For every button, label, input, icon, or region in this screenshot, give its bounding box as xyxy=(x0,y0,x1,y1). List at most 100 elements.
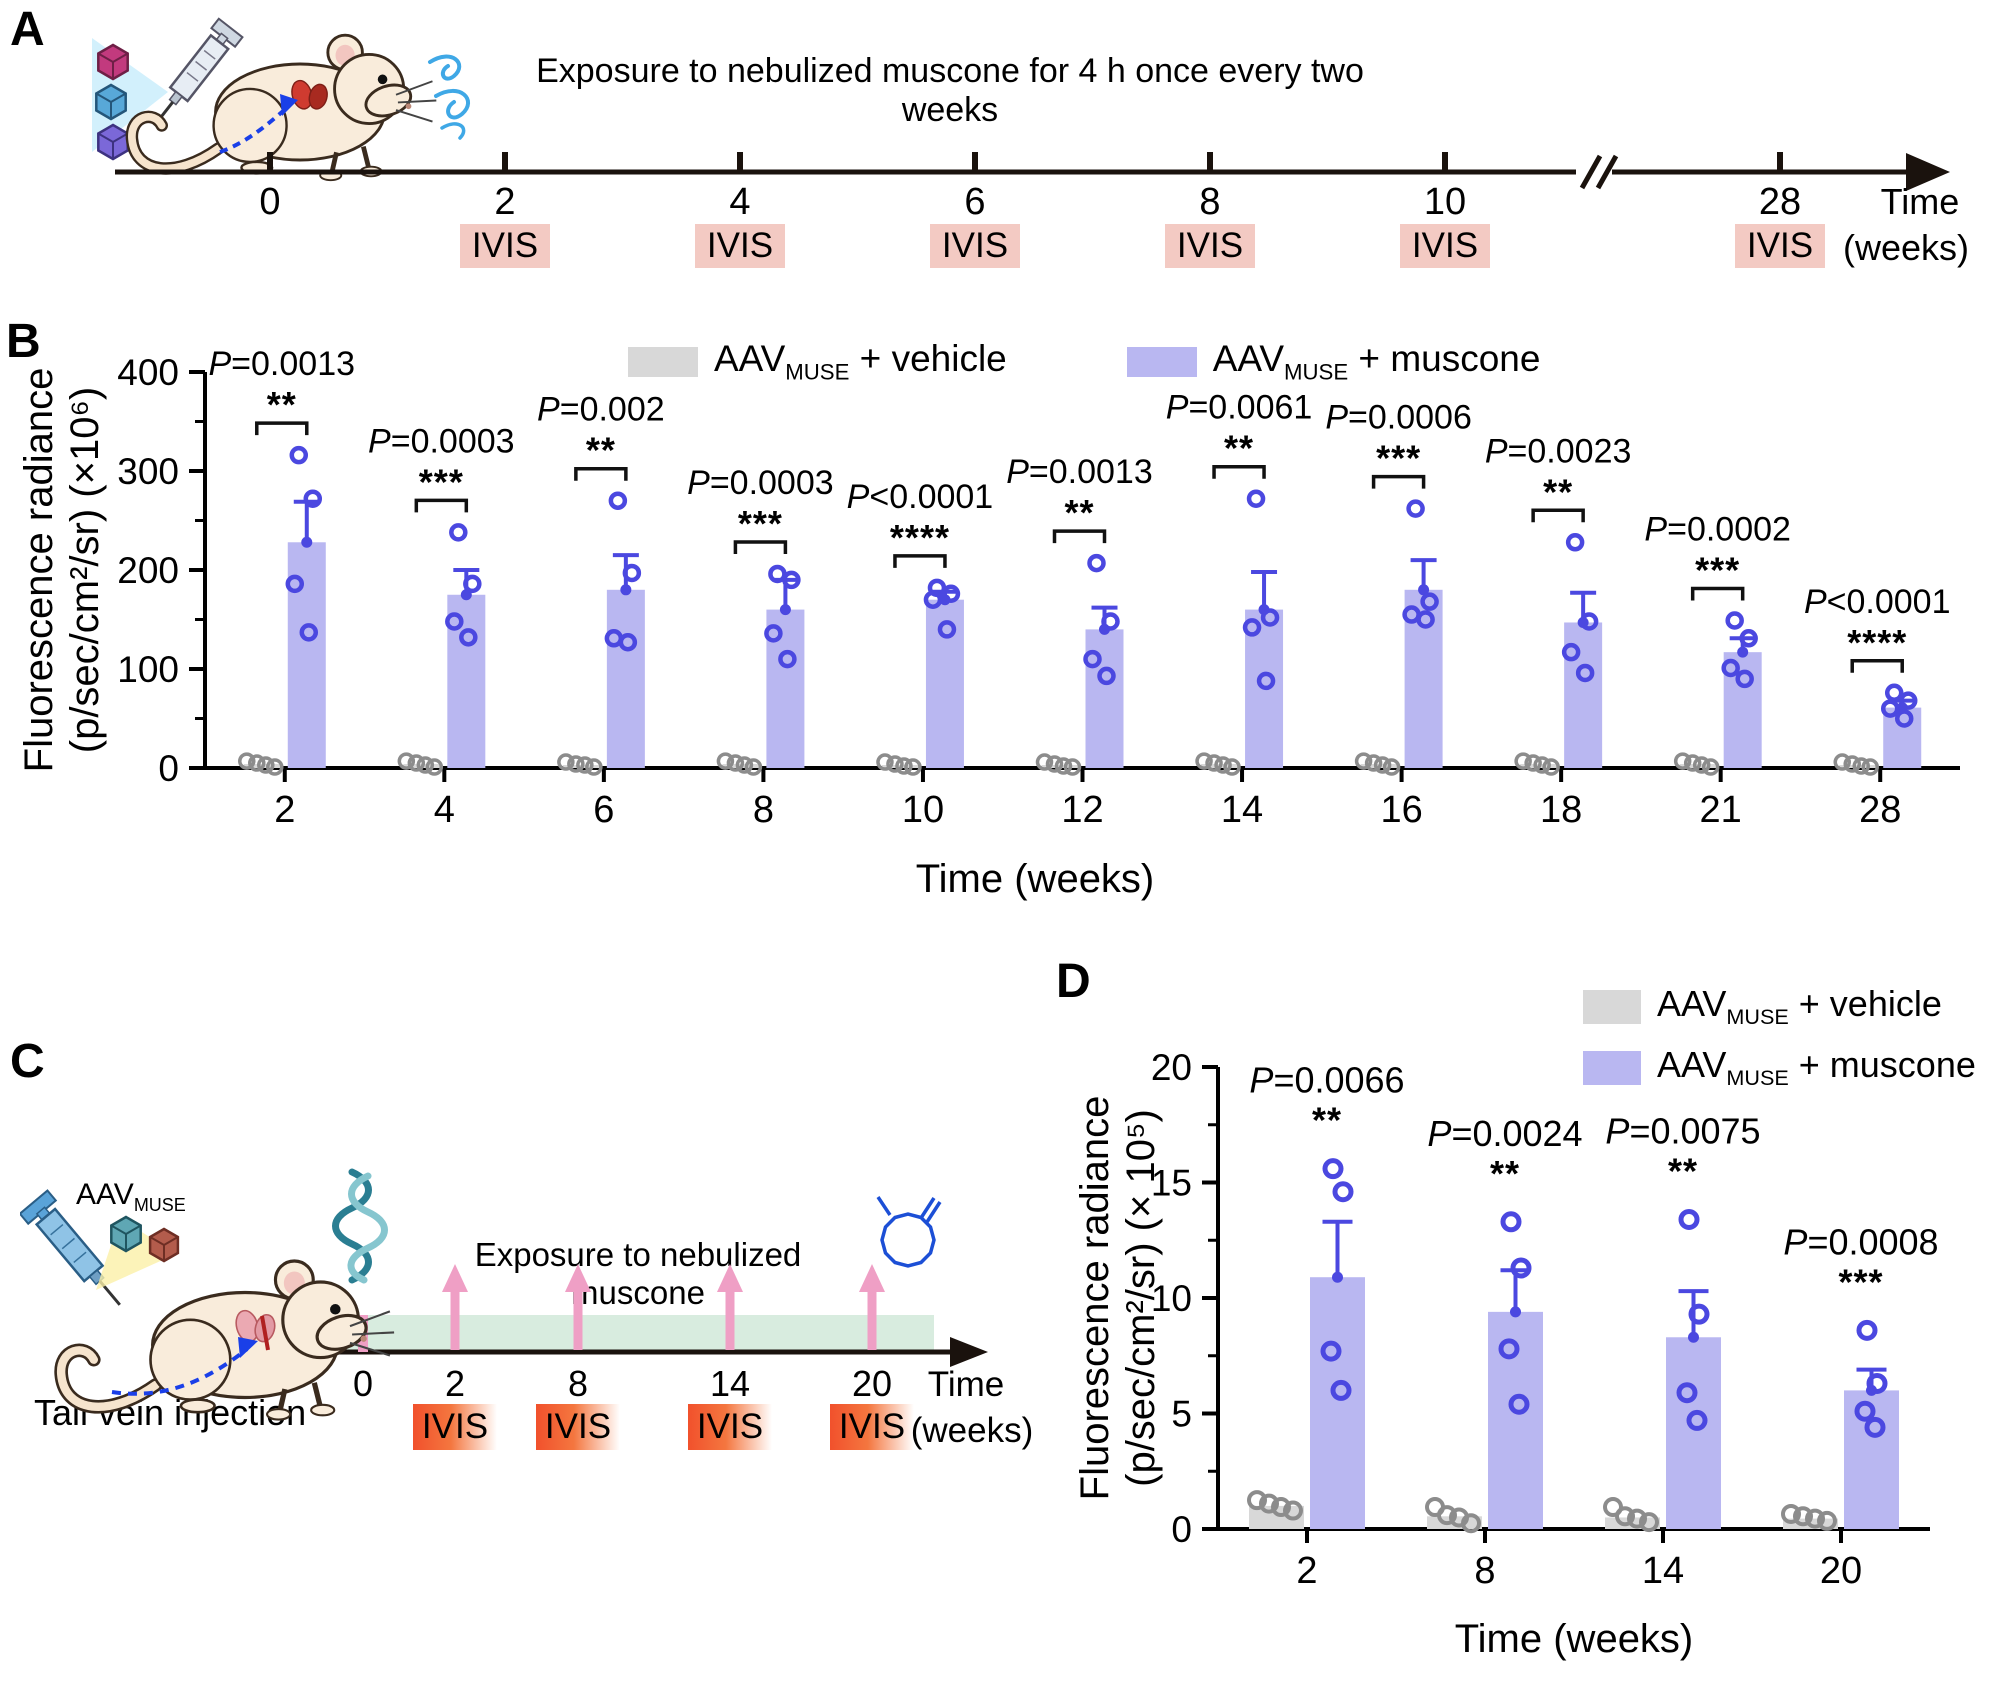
data-point-vehicle xyxy=(1214,756,1232,774)
panel-b-chart: 0 100 200 300 400 Fluorescence radiance (p/sec… xyxy=(17,345,1960,901)
muscone-ketone-bond xyxy=(925,1201,942,1223)
data-point-muscone xyxy=(1510,1257,1532,1279)
ivis-badge-label: IVIS xyxy=(1412,226,1478,265)
muscone-exposure-arrowhead xyxy=(859,1264,885,1292)
mouse-whisker xyxy=(349,1341,391,1357)
mean-marker xyxy=(1688,1331,1699,1343)
helix-icon xyxy=(347,1172,388,1284)
data-point-vehicle xyxy=(407,754,426,772)
syringe-barrel xyxy=(168,33,230,103)
x-tick-label: 8 xyxy=(1474,1550,1495,1592)
x-tick-label: 16 xyxy=(1380,789,1422,831)
data-point-vehicle xyxy=(1195,752,1213,770)
x-tick-label: 21 xyxy=(1700,789,1742,831)
legend-label-muscone: AAVMUSE + muscone xyxy=(1212,338,1541,385)
significance-stars: ** xyxy=(1490,1153,1520,1194)
data-point-vehicle xyxy=(1205,754,1223,772)
timeline-tick-label: 2 xyxy=(494,181,515,223)
data-point-vehicle xyxy=(904,758,922,776)
data-point-muscone xyxy=(449,523,468,542)
syringe-icon xyxy=(153,17,244,127)
significance-stars: *** xyxy=(1376,438,1421,479)
panel-d-label: D xyxy=(1056,955,1091,1008)
data-point-muscone xyxy=(1880,699,1900,718)
ivis-badge xyxy=(688,1404,772,1450)
breath-swirl-icon xyxy=(428,54,462,81)
data-point-vehicle xyxy=(1639,1512,1659,1533)
x-tick-label: 2 xyxy=(1296,1550,1317,1592)
mean-marker xyxy=(301,536,313,548)
data-point-muscone xyxy=(299,623,319,642)
significance-stars: **** xyxy=(1847,622,1907,663)
line xyxy=(73,1251,87,1264)
significance-stars: ** xyxy=(1668,1150,1698,1191)
data-point-muscone xyxy=(1420,592,1439,611)
mouse-leg xyxy=(311,1382,324,1409)
data-point-muscone xyxy=(608,491,628,510)
line xyxy=(203,49,216,60)
y-tick-label: 20 xyxy=(1151,1047,1192,1088)
x-tick-label: 14 xyxy=(1642,1550,1684,1592)
mouse-illustration xyxy=(54,1259,395,1421)
mouse-eye xyxy=(330,1304,341,1315)
muscone-methyl-bond xyxy=(876,1196,892,1216)
data-point-muscone xyxy=(285,574,305,594)
data-point-vehicle xyxy=(1673,752,1692,770)
data-point-muscone xyxy=(941,584,961,604)
aav-facet xyxy=(125,1224,142,1235)
time-axis-label: Time xyxy=(1881,181,1960,222)
y-axis-label: (p/sec/cm²/sr) (× 10⁵) xyxy=(1119,1109,1163,1487)
data-point-vehicle xyxy=(1054,757,1073,775)
significance-stars: *** xyxy=(419,461,464,502)
data-point-muscone xyxy=(1735,669,1754,689)
data-point-vehicle xyxy=(1603,1497,1623,1518)
y-tick-label: 200 xyxy=(117,550,179,591)
ivis-badge xyxy=(695,224,785,268)
p-value-label: P=0.0002 xyxy=(1644,510,1791,548)
data-point-muscone xyxy=(1083,649,1102,669)
mouse-illustration xyxy=(125,33,437,182)
p-value-label: P=0.0013 xyxy=(1006,453,1153,491)
data-point-vehicle xyxy=(248,754,266,772)
data-point-muscone xyxy=(1894,709,1914,728)
p-value-label: P=0.0023 xyxy=(1485,432,1632,470)
bar-muscone xyxy=(1723,652,1762,768)
significance-bracket xyxy=(414,498,469,513)
data-point-muscone xyxy=(1898,691,1918,710)
x-tick-label: 20 xyxy=(1820,1550,1862,1592)
lung-injection-mark xyxy=(260,1315,270,1351)
data-point-vehicle xyxy=(716,752,735,770)
panel-d-legend: AAVMUSE + vehicle AAVMUSE + muscone xyxy=(1583,983,1976,1091)
bar-muscone xyxy=(925,599,964,768)
mouse-foot xyxy=(179,1398,216,1414)
y-tick-label: 10 xyxy=(1151,1278,1192,1319)
panel-a-label: A xyxy=(10,3,45,56)
aav-particle-icon-blue xyxy=(95,83,127,121)
data-point-muscone xyxy=(459,628,478,647)
helix-icon xyxy=(332,1168,372,1284)
mean-marker xyxy=(1510,1306,1521,1318)
aav-particle-icon-pink xyxy=(97,43,129,81)
p-value-label: P<0.0001 xyxy=(1804,583,1951,621)
p-value-label: P=0.0024 xyxy=(1427,1113,1582,1154)
bar-muscone xyxy=(1310,1277,1365,1529)
data-point-muscone xyxy=(1739,629,1758,648)
significance-bracket xyxy=(733,540,788,554)
y-axis-label: Fluorescence radiance xyxy=(17,368,61,773)
significance-stars: *** xyxy=(1695,549,1740,590)
ivis-badge xyxy=(460,224,550,268)
mouse-foot xyxy=(310,1403,336,1417)
timeline-tick-label: 6 xyxy=(964,181,985,223)
legend-swatch-muscone xyxy=(1126,346,1197,377)
x-tick-label: 28 xyxy=(1859,789,1901,831)
significance-bracket xyxy=(255,421,309,436)
ivis-badge xyxy=(1735,224,1825,268)
ivis-badge-label: IVIS xyxy=(472,226,538,265)
legend-label-vehicle: AAVMUSE + vehicle xyxy=(1657,983,1942,1030)
data-point-vehicle xyxy=(1259,1493,1279,1514)
data-point-vehicle xyxy=(1514,752,1532,770)
y-tick-label: 0 xyxy=(1171,1509,1192,1550)
data-point-vehicle xyxy=(567,755,585,773)
